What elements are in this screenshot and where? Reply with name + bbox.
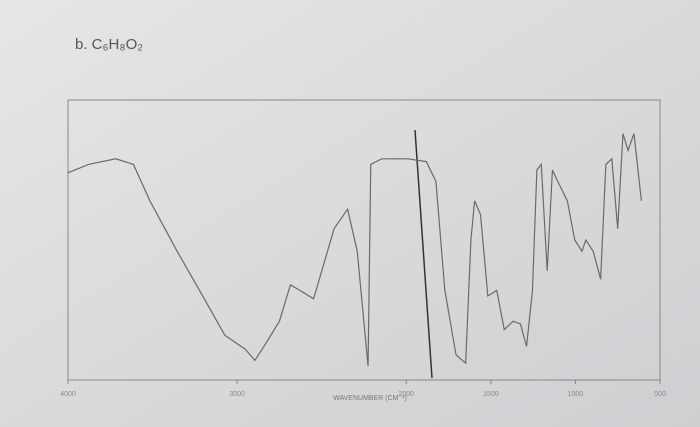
chart-title: b. C₆H₈O₂ — [75, 36, 143, 53]
x-tick-label: 1500 — [483, 391, 499, 398]
x-tick-label: 4000 — [60, 391, 76, 398]
pen-line — [414, 129, 433, 379]
x-tick-label: 500 — [654, 391, 666, 398]
x-tick-label: 1000 — [568, 391, 584, 398]
spectrum-line — [67, 133, 642, 367]
x-tick-label: 2000 — [398, 391, 414, 398]
x-tick-label: 3000 — [229, 391, 245, 398]
plot-frame — [67, 99, 661, 381]
x-axis-label: WAVENUMBER (CM⁻¹) — [333, 395, 407, 402]
